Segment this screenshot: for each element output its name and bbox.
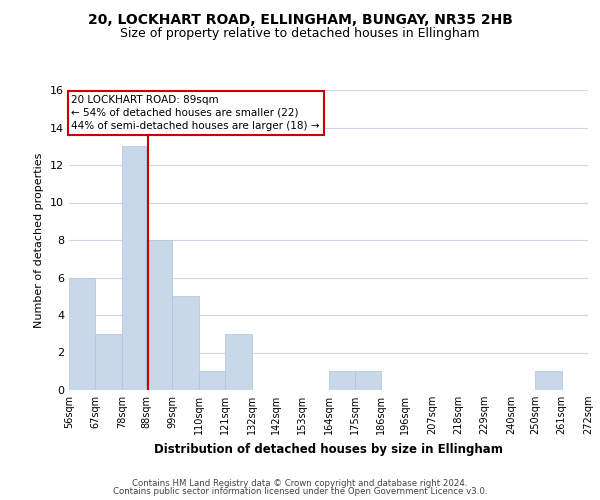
Bar bbox=[122, 146, 146, 390]
Bar bbox=[355, 371, 382, 390]
Text: Contains HM Land Registry data © Crown copyright and database right 2024.: Contains HM Land Registry data © Crown c… bbox=[132, 478, 468, 488]
Bar bbox=[535, 371, 562, 390]
Bar bbox=[225, 334, 251, 390]
Bar bbox=[95, 334, 122, 390]
Bar bbox=[69, 278, 95, 390]
X-axis label: Distribution of detached houses by size in Ellingham: Distribution of detached houses by size … bbox=[154, 442, 503, 456]
Text: Size of property relative to detached houses in Ellingham: Size of property relative to detached ho… bbox=[120, 28, 480, 40]
Text: 20 LOCKHART ROAD: 89sqm
← 54% of detached houses are smaller (22)
44% of semi-de: 20 LOCKHART ROAD: 89sqm ← 54% of detache… bbox=[71, 94, 320, 131]
Bar bbox=[146, 240, 172, 390]
Bar bbox=[329, 371, 355, 390]
Text: 20, LOCKHART ROAD, ELLINGHAM, BUNGAY, NR35 2HB: 20, LOCKHART ROAD, ELLINGHAM, BUNGAY, NR… bbox=[88, 12, 512, 26]
Bar bbox=[199, 371, 225, 390]
Text: Contains public sector information licensed under the Open Government Licence v3: Contains public sector information licen… bbox=[113, 487, 487, 496]
Bar bbox=[172, 296, 199, 390]
Y-axis label: Number of detached properties: Number of detached properties bbox=[34, 152, 44, 328]
